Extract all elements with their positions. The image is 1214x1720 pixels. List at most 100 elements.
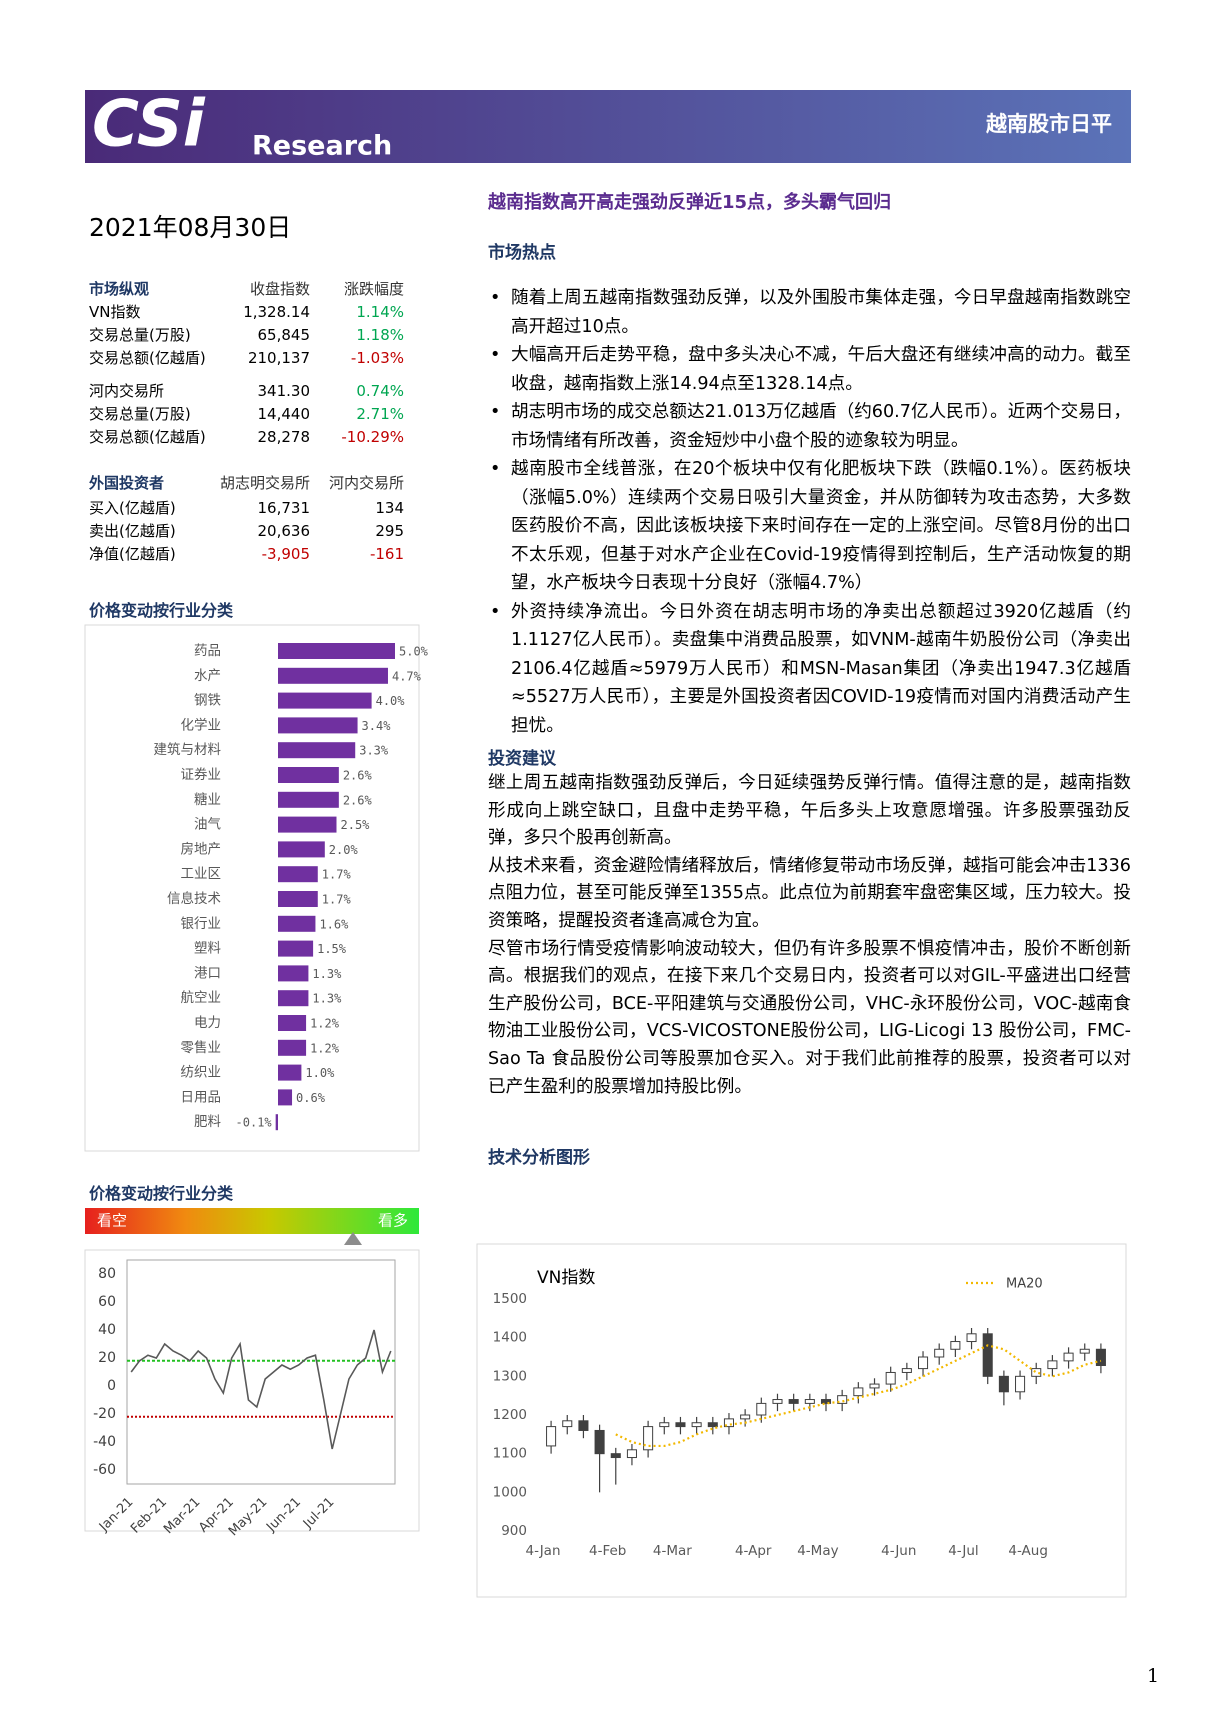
- bar: [278, 1015, 307, 1031]
- candle-body: [1079, 1348, 1090, 1354]
- bullet-list: 随着上周五越南指数强劲反弹，以及外围股市集体走强，今日早盘越南指数跳空高开超过1…: [488, 284, 1131, 740]
- bar: [278, 891, 318, 907]
- data-label: 3.4%: [362, 719, 392, 733]
- candle-body: [562, 1420, 573, 1428]
- bar: [278, 1089, 293, 1106]
- data-label: 5.0%: [399, 645, 429, 659]
- candle-body: [1031, 1368, 1042, 1377]
- bar: [275, 1114, 278, 1131]
- bar: [278, 767, 339, 783]
- category-label: 日用品: [181, 1089, 222, 1105]
- header-title: 越南股市日平: [985, 112, 1112, 136]
- oscillator-line: [130, 1329, 392, 1450]
- candle-body: [707, 1422, 718, 1428]
- y-tick-label: -40: [93, 1434, 116, 1450]
- candle-body: [643, 1426, 654, 1451]
- data-label: -0.1%: [236, 1116, 273, 1130]
- x-tick-label: Jun-21: [263, 1495, 304, 1536]
- x-tick-label: 4-Jun: [881, 1543, 916, 1559]
- y-tick-label: -60: [93, 1462, 116, 1478]
- vn-title: VN指数: [537, 1268, 595, 1288]
- table-cell: 河内交易所: [328, 474, 404, 492]
- candle-body: [853, 1387, 864, 1397]
- candle-body: [675, 1422, 686, 1428]
- oscillator-frame: [126, 1259, 396, 1485]
- candle-body: [788, 1399, 799, 1404]
- y-tick-label: 1200: [493, 1407, 527, 1423]
- sector-box: [84, 624, 420, 1152]
- data-label: 1.7%: [322, 868, 352, 882]
- table-cell: 20,636: [257, 522, 311, 540]
- category-label: 水产: [194, 668, 221, 684]
- table-cell: -3,905: [261, 545, 310, 563]
- data-label: 1.5%: [317, 942, 347, 956]
- candle-body: [578, 1420, 589, 1431]
- page-number: 1: [1147, 1665, 1159, 1687]
- category-label: 证券业: [181, 767, 222, 783]
- candle-body: [885, 1371, 896, 1385]
- category-label: 肥料: [194, 1114, 221, 1130]
- bar: [278, 841, 325, 858]
- data-label: 2.6%: [343, 769, 373, 783]
- table-cell: 交易总量(万股): [89, 326, 191, 344]
- table-cell: 14,440: [257, 405, 311, 423]
- x-tick-label: Jul-21: [300, 1495, 337, 1532]
- table-cell: -10.29%: [341, 428, 404, 446]
- x-tick-label: 4-Feb: [589, 1543, 626, 1559]
- candle-body: [934, 1348, 945, 1358]
- bar: [278, 643, 395, 659]
- section-heading: 市场热点: [488, 243, 556, 263]
- data-label: 4.0%: [376, 694, 406, 708]
- data-label: 1.3%: [312, 967, 342, 981]
- candle-body: [804, 1399, 815, 1404]
- table-cell: 210,137: [247, 349, 310, 367]
- bar: [278, 717, 358, 734]
- bar: [278, 915, 316, 932]
- table-cell: 外国投资者: [89, 474, 165, 492]
- candle-body: [594, 1429, 605, 1455]
- bar: [278, 791, 339, 808]
- y-tick-label: 60: [98, 1294, 116, 1310]
- table-cell: VN指数: [89, 303, 141, 321]
- headline: 越南指数高开高走强劲反弹近15点，多头霸气回归: [488, 192, 892, 213]
- category-label: 房地产: [181, 841, 222, 857]
- table-cell: -161: [369, 545, 404, 563]
- table-cell: 295: [375, 522, 404, 540]
- data-label: 1.2%: [310, 1017, 340, 1031]
- bar: [278, 692, 372, 709]
- candle-body: [837, 1395, 848, 1404]
- candle-body: [1095, 1348, 1106, 1367]
- vn-box: [476, 1243, 1127, 1598]
- table-cell: 净值(亿越盾): [89, 545, 176, 563]
- data-label: 2.6%: [343, 793, 373, 807]
- bullet-item: 胡志明市场的成交总额达21.013万亿越盾（约60.7亿人民币）。近两个交易日，…: [488, 398, 1131, 455]
- table-cell: 市场纵观: [89, 280, 150, 298]
- oscillator-box: [84, 1249, 420, 1532]
- candle-body: [691, 1422, 702, 1428]
- y-tick-label: 0: [107, 1378, 116, 1394]
- bar: [278, 1064, 302, 1081]
- table-cell: -1.03%: [350, 349, 404, 367]
- section-heading: 技术分析图形: [488, 1148, 590, 1168]
- candle-body: [950, 1341, 961, 1350]
- candle-body: [998, 1375, 1009, 1393]
- y-tick-label: 1300: [493, 1368, 527, 1384]
- bullet-item: 越南股市全线普涨，在20个板块中仅有化肥板块下跌（跌幅0.1%）。医药板块（涨幅…: [488, 455, 1131, 598]
- header-band: [85, 90, 1131, 163]
- table-cell: 交易总量(万股): [89, 405, 191, 423]
- table-cell: 交易总额(亿越盾): [89, 349, 206, 367]
- x-tick-label: 4-Mar: [653, 1543, 692, 1559]
- logo: CSi: [92, 88, 206, 162]
- bullet-item: 随着上周五越南指数强劲反弹，以及外围股市集体走强，今日早盘越南指数跳空高开超过1…: [488, 284, 1131, 341]
- y-tick-label: 1500: [493, 1291, 527, 1307]
- y-tick-label: 1000: [493, 1484, 527, 1500]
- data-label: 1.2%: [310, 1041, 340, 1055]
- advice-paragraph: 继上周五越南指数强劲反弹后，今日延续强势反弹行情。值得注意的是，越南指数形成向上…: [488, 773, 1131, 849]
- candle-body: [820, 1399, 832, 1404]
- category-label: 零售业: [181, 1040, 222, 1056]
- sector-title: 价格变动按行业分类: [89, 601, 234, 620]
- table-cell: 涨跌幅度: [343, 280, 404, 298]
- candle-body: [659, 1422, 670, 1428]
- category-label: 糖业: [194, 792, 221, 808]
